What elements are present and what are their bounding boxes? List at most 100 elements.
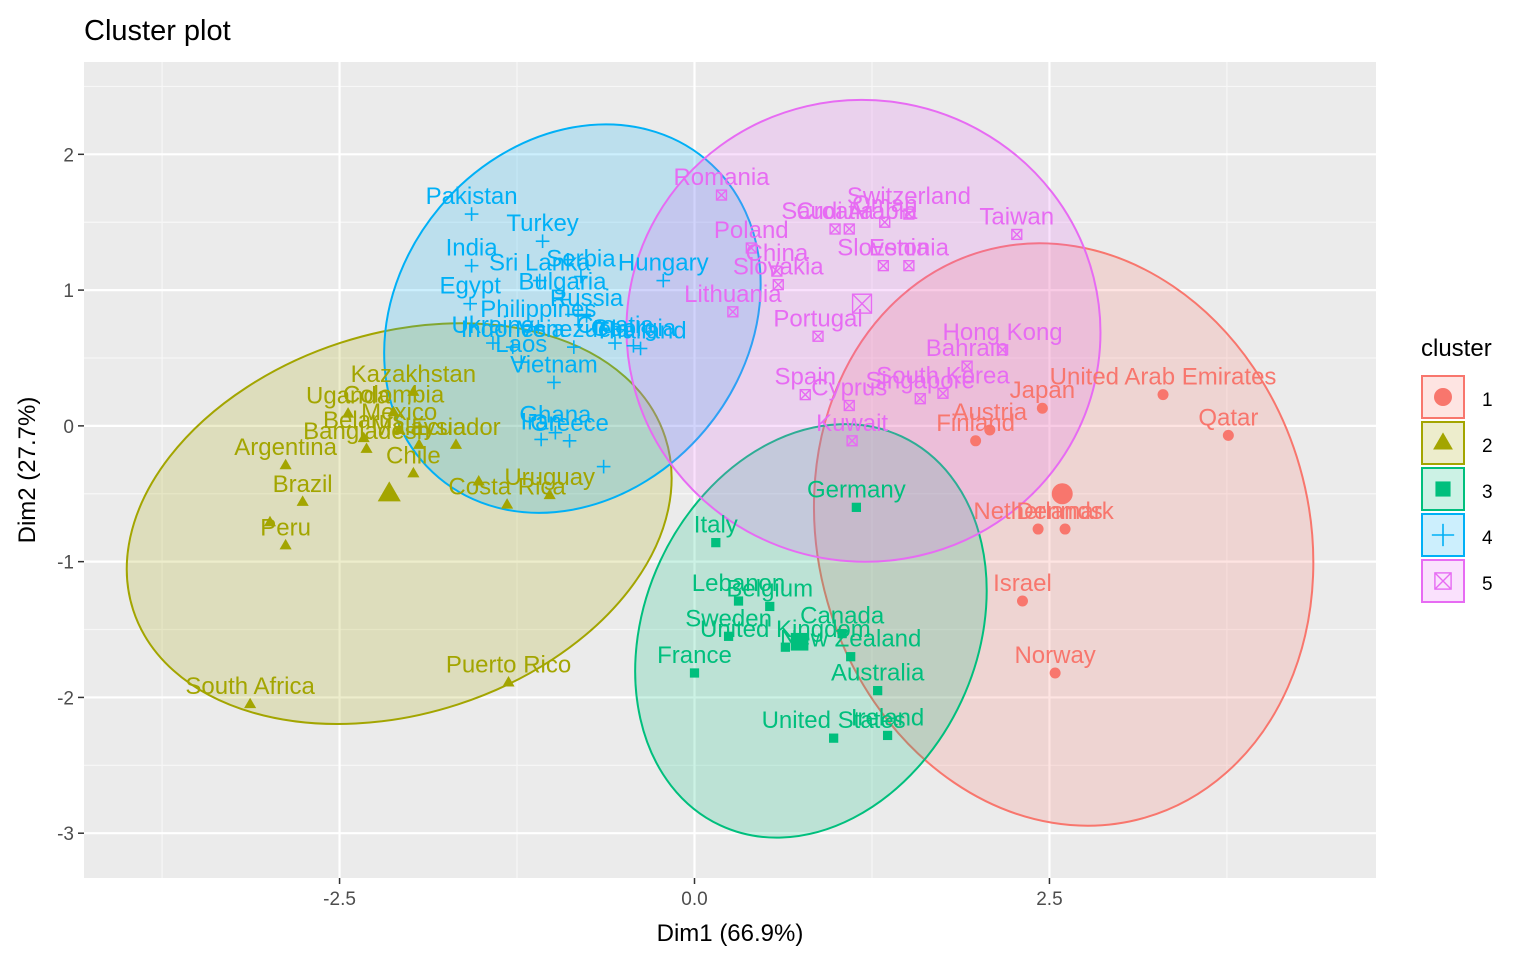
data-point [501,498,514,509]
point-label: Uganda [306,383,391,410]
data-point [846,435,858,447]
y-tick-label: -3 [57,824,74,845]
point-label: Croatia [576,312,654,339]
data-point [1032,523,1044,535]
data-point [387,405,400,417]
legend-key-marker [1433,432,1453,450]
data-point [360,442,373,453]
point-label: Uruguay [504,464,595,491]
point-label: Italy [694,512,738,539]
x-axis-label: Dim1 (66.9%) [657,920,804,947]
data-point [543,488,556,500]
data-point [1157,389,1169,401]
point-label: Greece [530,410,609,437]
data-point [829,223,841,235]
point-label: Croatia [796,198,874,225]
point-label: Georgia [591,315,677,342]
data-point [1222,429,1234,441]
data-point [608,336,622,350]
data-point [846,652,856,662]
point-label: Argentina [234,434,337,461]
point-label: Laos [495,331,547,358]
data-point [342,407,355,418]
point-label: Portugal [773,305,862,332]
data-point [596,459,611,474]
legend-item: 4 [1421,513,1493,557]
point-label: France [657,642,732,669]
legend-key-marker [1435,481,1451,497]
legend: cluster 1 2 3 4 5 [1421,335,1493,603]
cluster-ellipse-3 [634,423,988,839]
point-label: Belarus [323,407,404,434]
point-label: Mexico [361,399,437,426]
y-axis: -3 -2 -1 0 1 2 [57,145,84,845]
point-label: India [446,235,499,262]
data-point [882,730,893,741]
data-point [879,216,891,228]
data-point [531,319,546,334]
point-labels: United Arab Emirates Qatar JapanAustriaFin… [185,164,1276,734]
data-point [407,466,420,478]
point-label: Serbia [546,246,616,273]
data-point [1016,595,1028,607]
centroid-point [565,301,592,328]
data-point [727,306,739,318]
point-label: Russia [550,285,624,312]
legend-key [1421,559,1465,603]
data-point [711,538,721,548]
point-label: Lebanon [692,570,785,597]
data-point [772,279,784,291]
legend-key-marker [1434,388,1452,406]
point-label: Ukraine [452,312,535,339]
x-axis: -2.5 0.0 2.5 [323,878,1063,910]
point-label: Iran [520,408,561,435]
cluster-ellipses [125,98,1315,839]
point-label: Philippines [480,296,596,323]
legend-item: 2 [1421,421,1493,465]
data-point [413,438,426,449]
point-label: China [745,240,808,267]
data-point [1011,228,1023,241]
data-point [514,355,529,369]
point-label: Peru [260,514,311,541]
point-label: Sweden [685,605,772,632]
data-point [296,495,309,506]
point-label: Egypt [439,273,501,300]
legend-keys: 1 2 3 4 5 [1421,375,1493,603]
point-label: Lithuania [684,281,782,308]
point-label: Taiwan [979,203,1054,230]
point-label: Pakistan [426,183,518,210]
point-label: Belgium [726,575,813,602]
point-label: South Korea [876,362,1010,389]
point-label: Costa Rica [448,474,566,501]
point-label: Puerto Rico [446,651,571,678]
point-label: Spain [775,364,836,391]
data-point [843,399,855,412]
data-point [555,292,570,307]
data-point [970,435,982,447]
point-label: Denmark [1016,498,1114,525]
point-label: Australia [831,660,925,687]
point-label: South Africa [185,673,315,700]
data-point [723,631,734,641]
data-point [689,668,700,678]
point-label: Germany [807,476,906,503]
data-point [407,385,420,396]
data-point [745,242,757,254]
data-point [1049,667,1061,679]
point-label: Hong Kong [943,319,1063,346]
point-label: Indonesia [461,316,566,343]
point-label: Estonia [869,235,950,262]
point-label: Netherlands [973,498,1102,525]
point-label: Finland [936,410,1015,437]
point-label: Switzerland [847,183,971,210]
data-point [393,423,406,434]
data-point [449,438,463,449]
point-label: Japan [1010,377,1075,404]
data-point [562,433,577,448]
data-point [579,309,594,323]
point-label: Singapore [866,368,975,395]
point-label: Bulgaria [518,269,607,296]
data-point [535,234,550,249]
